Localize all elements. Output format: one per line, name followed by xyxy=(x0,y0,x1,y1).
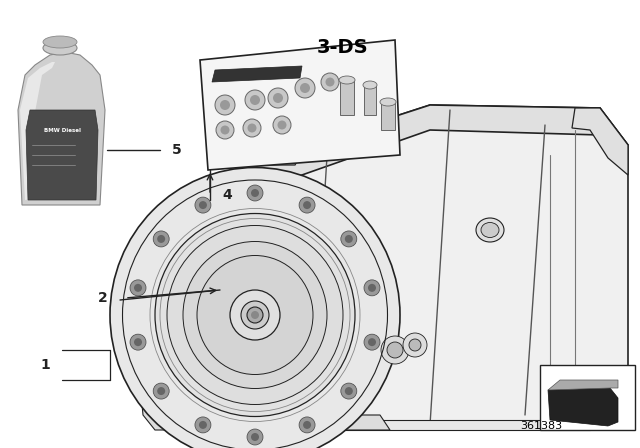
Ellipse shape xyxy=(339,76,355,84)
Ellipse shape xyxy=(110,168,400,448)
Polygon shape xyxy=(26,110,98,200)
Circle shape xyxy=(321,73,339,91)
Ellipse shape xyxy=(230,290,280,340)
Bar xyxy=(364,85,376,115)
Ellipse shape xyxy=(43,41,77,55)
Circle shape xyxy=(341,383,357,399)
Circle shape xyxy=(134,338,142,346)
Polygon shape xyxy=(200,420,590,430)
Circle shape xyxy=(345,235,353,243)
Polygon shape xyxy=(572,108,628,175)
Ellipse shape xyxy=(241,301,269,329)
Circle shape xyxy=(199,201,207,209)
Circle shape xyxy=(250,95,260,105)
Circle shape xyxy=(273,93,283,103)
Circle shape xyxy=(295,78,315,98)
Polygon shape xyxy=(212,66,302,82)
Circle shape xyxy=(215,95,235,115)
Circle shape xyxy=(299,197,315,213)
Circle shape xyxy=(157,387,165,395)
Polygon shape xyxy=(548,380,618,390)
Circle shape xyxy=(300,83,310,93)
Circle shape xyxy=(245,90,265,110)
Ellipse shape xyxy=(43,36,77,48)
Bar xyxy=(340,80,354,115)
Circle shape xyxy=(221,125,230,134)
Text: 5: 5 xyxy=(172,143,182,157)
Circle shape xyxy=(247,429,263,445)
Circle shape xyxy=(303,421,311,429)
Circle shape xyxy=(251,189,259,197)
Ellipse shape xyxy=(183,241,327,388)
Polygon shape xyxy=(330,415,390,430)
Polygon shape xyxy=(133,230,175,430)
Polygon shape xyxy=(200,40,400,170)
Circle shape xyxy=(157,235,165,243)
Circle shape xyxy=(130,334,146,350)
Circle shape xyxy=(251,311,259,319)
Polygon shape xyxy=(18,52,105,205)
Polygon shape xyxy=(548,388,618,426)
Bar xyxy=(540,365,635,430)
Circle shape xyxy=(195,197,211,213)
Circle shape xyxy=(243,119,261,137)
Bar xyxy=(381,102,395,130)
Ellipse shape xyxy=(197,255,313,375)
Circle shape xyxy=(364,280,380,296)
Polygon shape xyxy=(155,200,225,430)
Circle shape xyxy=(251,433,259,441)
Circle shape xyxy=(341,231,357,247)
Circle shape xyxy=(248,124,257,133)
Circle shape xyxy=(195,417,211,433)
Text: BMW Diesel: BMW Diesel xyxy=(44,128,81,133)
Ellipse shape xyxy=(380,98,396,106)
Ellipse shape xyxy=(476,218,504,242)
Circle shape xyxy=(247,307,263,323)
Text: 2: 2 xyxy=(99,291,108,305)
Circle shape xyxy=(130,280,146,296)
Circle shape xyxy=(153,231,169,247)
Text: 1: 1 xyxy=(40,358,50,372)
Circle shape xyxy=(299,417,315,433)
Circle shape xyxy=(368,284,376,292)
Circle shape xyxy=(364,334,380,350)
Circle shape xyxy=(247,185,263,201)
Circle shape xyxy=(381,336,409,364)
Circle shape xyxy=(268,88,288,108)
Circle shape xyxy=(220,100,230,110)
Circle shape xyxy=(326,78,335,86)
Circle shape xyxy=(368,338,376,346)
Ellipse shape xyxy=(167,225,343,405)
Polygon shape xyxy=(155,105,628,430)
Text: 3-DS: 3-DS xyxy=(317,38,368,56)
Text: 4: 4 xyxy=(222,188,232,202)
Circle shape xyxy=(409,339,421,351)
Ellipse shape xyxy=(155,214,355,417)
Circle shape xyxy=(403,333,427,357)
Polygon shape xyxy=(250,125,310,165)
Circle shape xyxy=(345,387,353,395)
Circle shape xyxy=(273,116,291,134)
Circle shape xyxy=(134,284,142,292)
Polygon shape xyxy=(558,390,628,430)
Circle shape xyxy=(153,383,169,399)
Circle shape xyxy=(199,421,207,429)
Ellipse shape xyxy=(363,81,377,89)
Circle shape xyxy=(216,121,234,139)
Circle shape xyxy=(387,342,403,358)
Ellipse shape xyxy=(481,223,499,237)
Circle shape xyxy=(278,121,287,129)
Circle shape xyxy=(303,201,311,209)
Text: 361383: 361383 xyxy=(520,422,562,431)
Polygon shape xyxy=(20,62,55,200)
Polygon shape xyxy=(175,105,628,240)
